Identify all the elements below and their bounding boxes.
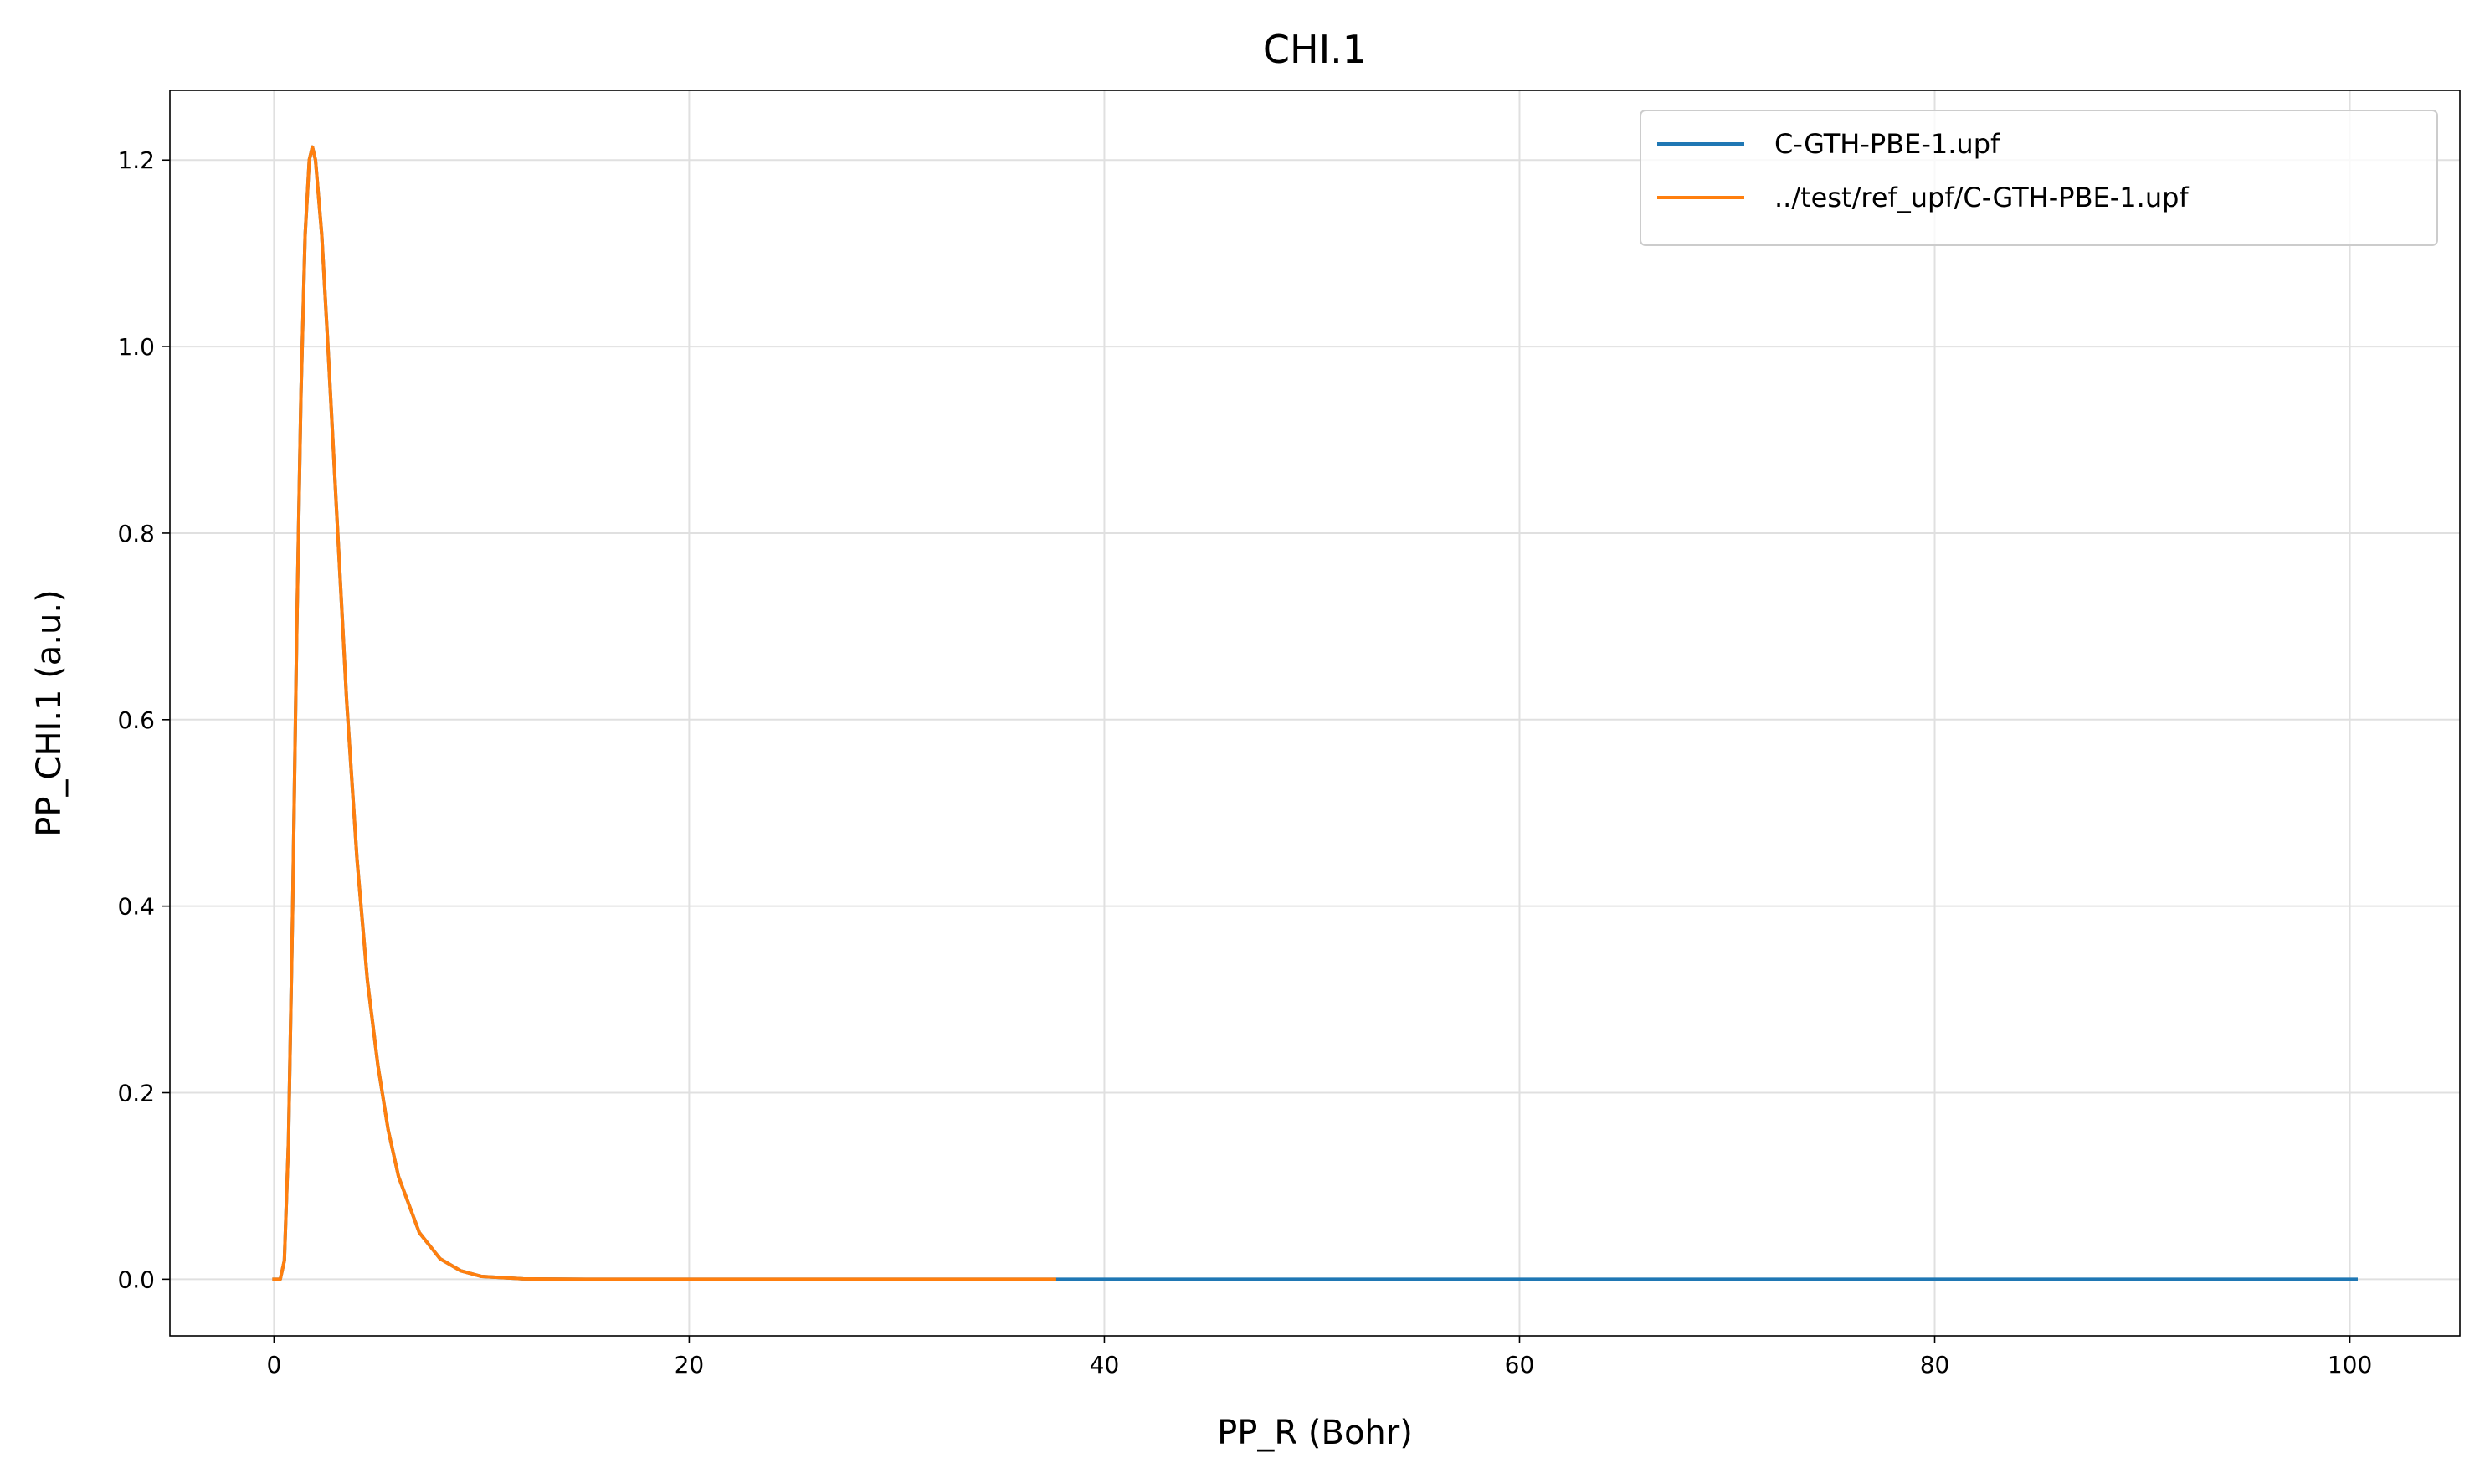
y-tick-label: 1.0	[117, 333, 155, 361]
y-axis-label: PP_CHI.1 (a.u.)	[30, 589, 69, 836]
y-tick-label: 0.6	[117, 706, 155, 734]
x-tick-label: 0	[266, 1351, 281, 1379]
x-axis-label: PP_R (Bohr)	[1217, 1414, 1413, 1452]
legend-box	[1640, 110, 2438, 246]
y-tick-label: 0.4	[117, 893, 155, 921]
x-tick-label: 100	[2328, 1351, 2372, 1379]
legend-label: ../test/ref_upf/C-GTH-PBE-1.upf	[1774, 182, 2189, 213]
chart-title: CHI.1	[1263, 27, 1367, 72]
y-tick-label: 1.2	[117, 146, 155, 174]
x-tick-label: 80	[1920, 1351, 1950, 1379]
plot-frame	[169, 90, 2461, 1337]
data-line	[272, 145, 1056, 1281]
x-tick-label: 60	[1505, 1351, 1535, 1379]
y-tick-label: 0.8	[117, 520, 155, 547]
legend-label: C-GTH-PBE-1.upf	[1774, 128, 2000, 160]
x-tick-label: 40	[1090, 1351, 1120, 1379]
x-tick-label: 20	[675, 1351, 705, 1379]
y-tick-label: 0.2	[117, 1080, 155, 1107]
y-tick-label: 0.0	[117, 1266, 155, 1293]
